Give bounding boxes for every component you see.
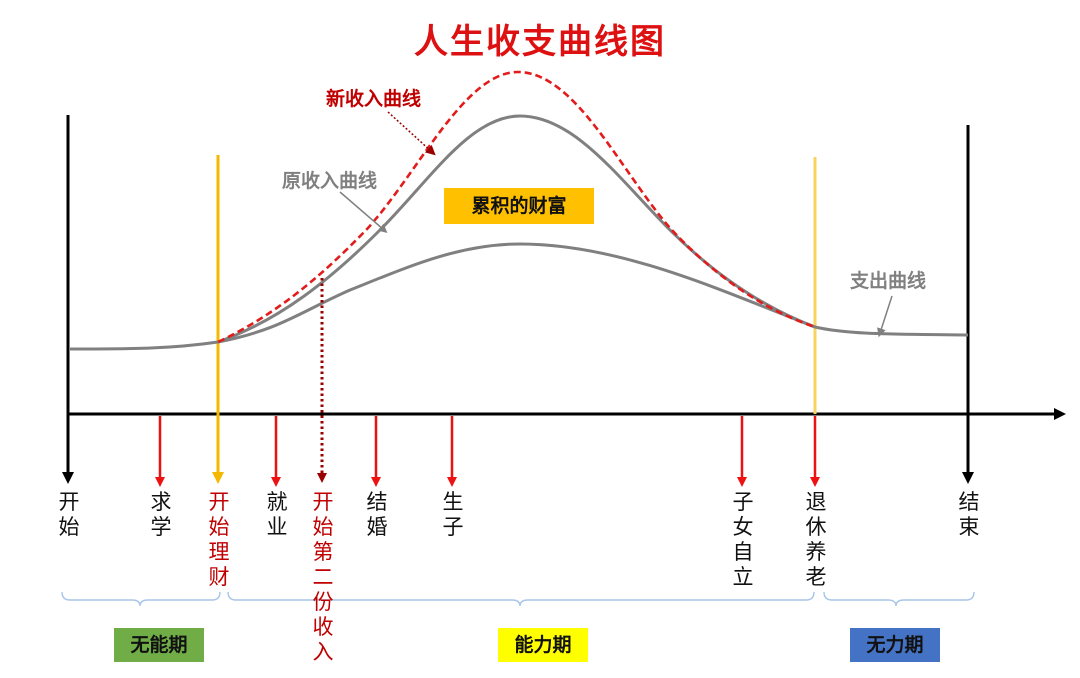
powerless-brace: [823, 591, 975, 607]
milestone-childbirth: 生子: [442, 490, 464, 539]
milestone-children-independent: 子女自立: [732, 490, 754, 589]
no-ability-brace: [61, 591, 221, 607]
new-income-curve: [217, 70, 816, 344]
milestone-second-income: 开始第二份收入: [312, 490, 334, 664]
milestone-start-finance: 开始理财: [208, 490, 230, 589]
period-ability: 能力期: [498, 628, 588, 662]
ability-brace: [227, 591, 815, 607]
original-income-curve: [217, 114, 816, 344]
original-income-pointer: [339, 191, 388, 233]
period-no-ability: 无能期: [114, 628, 204, 662]
new-income-pointer: [387, 111, 436, 156]
milestone-study: 求学: [150, 490, 172, 539]
diagram-title: 人生收支曲线图: [414, 22, 666, 62]
milestone-retirement: 退休养老: [805, 490, 827, 589]
original-income-label: 原收入曲线: [282, 170, 378, 192]
expense-pointer: [877, 295, 893, 338]
milestone-start: 开始: [58, 490, 80, 539]
milestone-end: 结束: [958, 490, 980, 539]
expense-label: 支出曲线: [850, 270, 927, 292]
period-powerless: 无力期: [850, 628, 940, 662]
milestone-employment: 就业: [266, 490, 288, 539]
new-income-label: 新收入曲线: [326, 88, 422, 110]
milestone-marriage: 结婚: [366, 490, 388, 539]
expense-curve: [69, 242, 969, 351]
wealth-label: 累积的财富: [444, 188, 594, 224]
